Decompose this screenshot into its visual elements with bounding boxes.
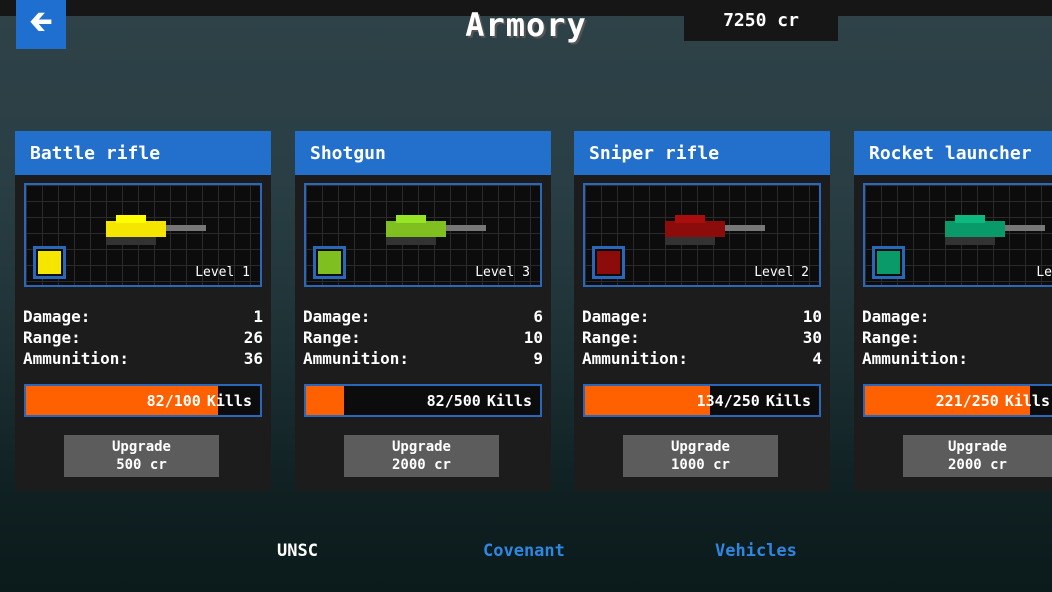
stat-value: 4 <box>812 349 822 368</box>
arrow-left-icon: 🡰 <box>29 4 53 38</box>
stat-row: Ammunition: 9 <box>303 348 543 369</box>
stat-label: Range: <box>303 328 361 347</box>
stat-label: Range: <box>582 328 640 347</box>
stat-label: Ammunition: <box>303 349 409 368</box>
weapon-name: Shotgun <box>295 131 551 175</box>
upgrade-cost: 2000 cr <box>947 457 1007 473</box>
kills-progress-fill <box>865 386 1031 415</box>
stat-row: Range: 30 <box>582 327 822 348</box>
stat-row: Damage: 1 <box>23 306 263 327</box>
kills-progress-bar: 82/100 Kills <box>24 384 262 417</box>
kills-count: 134/250 <box>696 391 760 410</box>
stat-label: Range: <box>23 328 81 347</box>
weapon-card[interactable]: Rocket launcher Le Damage: Range: Ammuniti… <box>854 131 1052 491</box>
color-swatch[interactable] <box>872 246 905 279</box>
stat-row: Damage: 10 <box>582 306 822 327</box>
weapon-card[interactable]: Shotgun Level 3 Damage: 6 Range: 10 Ammuniti… <box>295 131 551 491</box>
stat-value: 26 <box>243 328 263 347</box>
weapon-card[interactable]: Battle rifle Level 1 Damage: 1 Range: 26 Amm… <box>15 131 271 491</box>
upgrade-label: Upgrade <box>947 439 1007 455</box>
kills-progress-bar: 134/250 Kills <box>583 384 821 417</box>
weapon-level: Level 1 <box>195 265 250 280</box>
kills-count: 82/100 <box>146 391 201 410</box>
weapon-preview: Level 1 <box>24 183 262 287</box>
back-button[interactable]: 🡰 <box>16 0 66 49</box>
upgrade-label: Upgrade <box>391 439 451 455</box>
color-swatch[interactable] <box>592 246 625 279</box>
stat-value: 6 <box>533 307 543 326</box>
weapon-name: Rocket launcher <box>854 131 1052 175</box>
stat-row: Ammunition: 4 <box>582 348 822 369</box>
tab-vehicles[interactable]: Vehicles <box>715 541 797 561</box>
upgrade-label: Upgrade <box>670 439 730 455</box>
weapon-sprite <box>366 215 486 255</box>
upgrade-cost: 500 cr <box>116 457 167 473</box>
kills-label: Kills <box>486 391 532 410</box>
stat-row: Ammunition: <box>862 348 1044 369</box>
weapon-preview: Level 3 <box>304 183 542 287</box>
weapon-stats: Damage: 1 Range: 26 Ammunition: 36 <box>23 306 263 369</box>
weapon-card[interactable]: Sniper rifle Level 2 Damage: 10 Range: 30 Am… <box>574 131 830 491</box>
kills-label: Kills <box>206 391 252 410</box>
stat-label: Range: <box>862 328 920 347</box>
credits-display: 7250 cr <box>684 0 838 41</box>
stat-row: Range: 26 <box>23 327 263 348</box>
upgrade-button[interactable]: Upgrade 1000 cr <box>623 435 778 477</box>
stat-row: Damage: <box>862 306 1044 327</box>
weapon-sprite <box>86 215 206 255</box>
stat-row: Range: <box>862 327 1044 348</box>
kills-count: 82/500 <box>426 391 481 410</box>
weapon-stats: Damage: 6 Range: 10 Ammunition: 9 <box>303 306 543 369</box>
stat-row: Ammunition: 36 <box>23 348 263 369</box>
kills-progress-bar: 82/500 Kills <box>304 384 542 417</box>
stat-row: Range: 10 <box>303 327 543 348</box>
kills-progress-fill <box>26 386 218 415</box>
upgrade-button[interactable]: Upgrade 2000 cr <box>344 435 499 477</box>
kills-label: Kills <box>765 391 811 410</box>
stat-row: Damage: 6 <box>303 306 543 327</box>
stat-value: 30 <box>802 328 822 347</box>
weapon-level: Le <box>1036 265 1052 280</box>
page-title: Armory <box>465 6 587 44</box>
kills-count: 221/250 <box>935 391 999 410</box>
stat-label: Damage: <box>23 307 91 326</box>
stat-value: 10 <box>802 307 822 326</box>
kills-progress-bar: 221/250 Kills <box>863 384 1052 417</box>
stat-label: Ammunition: <box>862 349 968 368</box>
upgrade-cost: 2000 cr <box>391 457 451 473</box>
upgrade-label: Upgrade <box>111 439 171 455</box>
weapon-name: Sniper rifle <box>574 131 830 175</box>
tab-covenant[interactable]: Covenant <box>483 541 565 561</box>
weapon-preview: Le <box>863 183 1052 287</box>
kills-label: Kills <box>1004 391 1050 410</box>
stat-value: 36 <box>243 349 263 368</box>
tab-unsc[interactable]: UNSC <box>277 541 318 561</box>
weapon-level: Level 3 <box>475 265 530 280</box>
color-swatch[interactable] <box>33 246 66 279</box>
upgrade-button[interactable]: Upgrade 500 cr <box>64 435 219 477</box>
stat-label: Ammunition: <box>582 349 688 368</box>
kills-progress-fill <box>306 386 345 415</box>
color-swatch[interactable] <box>313 246 346 279</box>
stat-label: Ammunition: <box>23 349 129 368</box>
stat-label: Damage: <box>862 307 930 326</box>
kills-progress-fill <box>585 386 711 415</box>
stat-label: Damage: <box>303 307 371 326</box>
stat-label: Damage: <box>582 307 650 326</box>
weapon-stats: Damage: Range: Ammunition: <box>862 306 1044 369</box>
upgrade-cost: 1000 cr <box>670 457 730 473</box>
weapon-preview: Level 2 <box>583 183 821 287</box>
stat-value: 10 <box>523 328 543 347</box>
weapon-level: Level 2 <box>754 265 809 280</box>
upgrade-button[interactable]: Upgrade 2000 cr <box>903 435 1052 477</box>
weapon-sprite <box>925 215 1045 255</box>
weapon-sprite <box>645 215 765 255</box>
weapon-stats: Damage: 10 Range: 30 Ammunition: 4 <box>582 306 822 369</box>
stat-value: 1 <box>253 307 263 326</box>
weapon-name: Battle rifle <box>15 131 271 175</box>
stat-value: 9 <box>533 349 543 368</box>
